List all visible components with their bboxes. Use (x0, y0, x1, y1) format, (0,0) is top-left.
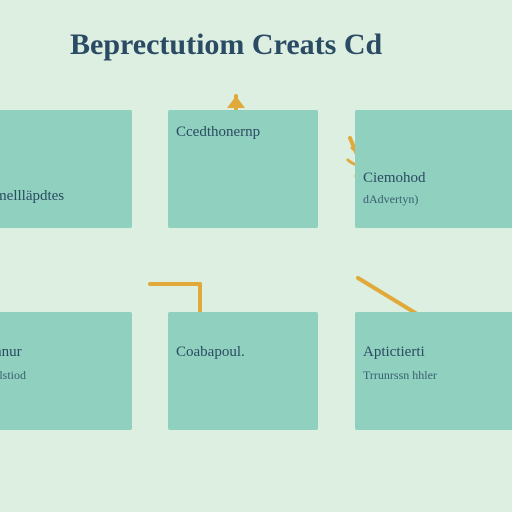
box-sublabel: Trrunrssn hhler (363, 368, 437, 383)
box-sublabel: dAdvertyn) (363, 192, 418, 207)
box-label: Aptictierti (363, 344, 425, 361)
box-label: Ccedthonernp (176, 124, 260, 141)
box-b2: Ccedthonernp (168, 110, 318, 228)
box-label: Ciemohod (363, 170, 426, 187)
box-b5: Coabapoul. (168, 312, 318, 430)
box-b1: rmellläpdtes (0, 110, 132, 228)
diagram-canvas: Beprectutiom Creats Cd rmellläpdtes Ccedt… (0, 0, 512, 512)
box-b3: Ciemohod dAdvertyn) (355, 110, 512, 228)
box-label: Coabapoul. (176, 344, 245, 361)
box-label: rmellläpdtes (0, 188, 64, 205)
box-b6: Aptictierti Trrunrssn hhler (355, 312, 512, 430)
box-b4: innur :olstiod (0, 312, 132, 430)
box-sublabel: :olstiod (0, 368, 26, 383)
arrows-layer (0, 0, 512, 512)
diagram-title: Beprectutiom Creats Cd (70, 28, 382, 62)
box-label: innur (0, 344, 22, 361)
